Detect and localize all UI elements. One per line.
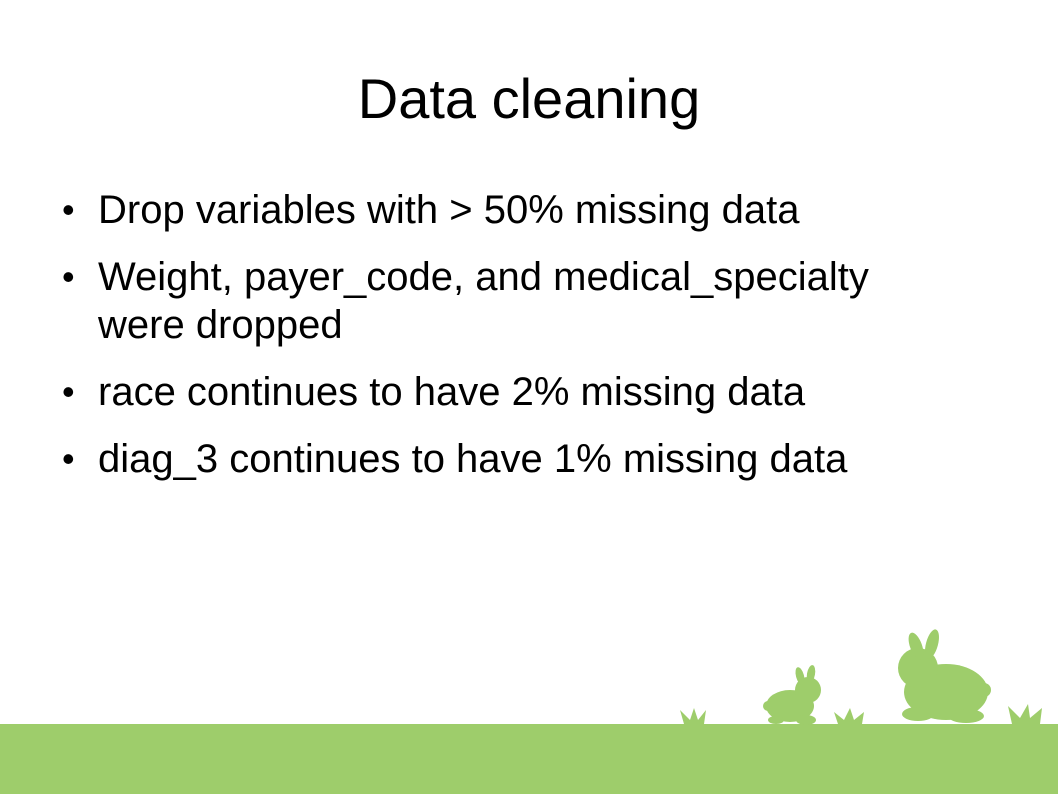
slide-title: Data cleaning <box>357 67 701 130</box>
bullet-item: • diag_3 continues to have 1% missing da… <box>62 435 958 483</box>
grass-tuft-icon <box>834 708 864 724</box>
bullet-marker: • <box>62 256 75 297</box>
bullet-marker: • <box>62 371 75 412</box>
grass-footer <box>0 629 1058 794</box>
bullet-item: • Drop variables with > 50% missing data <box>62 186 958 234</box>
bullet-text: Drop variables with > 50% missing data <box>98 188 800 232</box>
bullet-item: • Weight, payer_code, and medical_specia… <box>62 253 958 349</box>
bullet-marker: • <box>62 189 75 230</box>
large-rabbit-icon <box>898 629 991 723</box>
grass-tuft-icon <box>680 708 706 724</box>
bullet-item: • race continues to have 2% missing data <box>62 368 958 416</box>
grass-tuft-icon <box>1008 704 1042 724</box>
bullet-text: diag_3 continues to have 1% missing data <box>98 437 848 481</box>
bullet-marker: • <box>62 438 75 479</box>
bullet-text: race continues to have 2% missing data <box>98 370 806 414</box>
bullet-text: Weight, payer_code, and medical_specialt… <box>98 255 869 347</box>
small-rabbit-icon <box>763 665 821 725</box>
grass-strip <box>0 724 1058 794</box>
